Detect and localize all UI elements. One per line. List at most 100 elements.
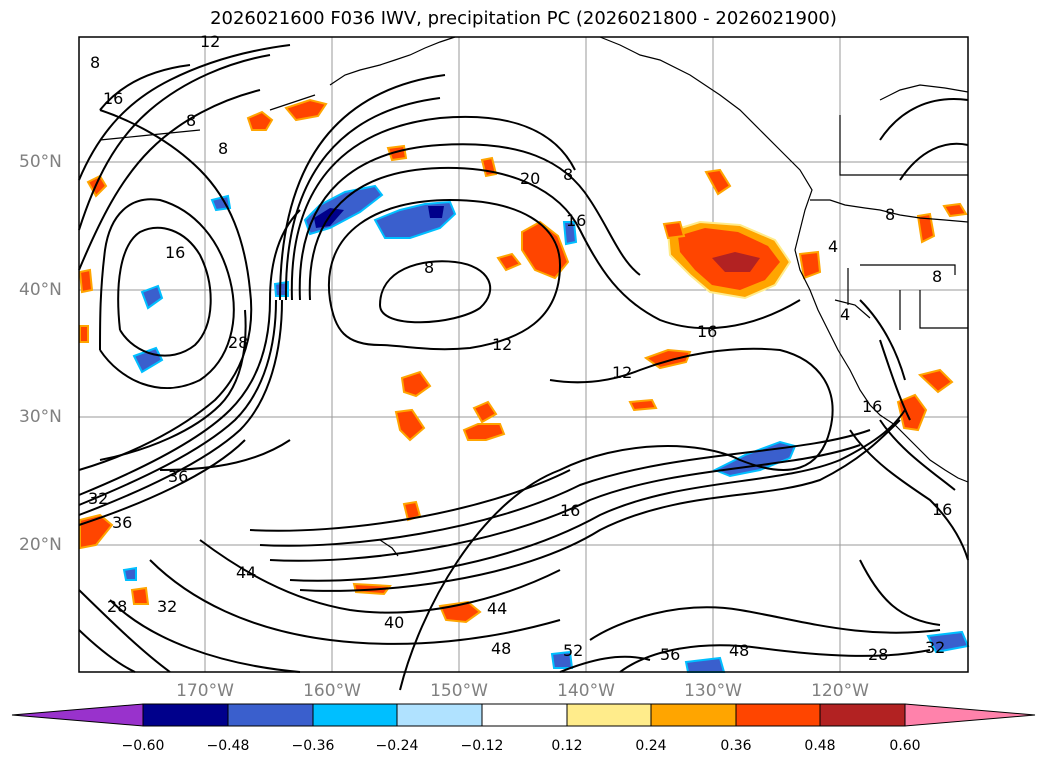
lon-label: 170°W (176, 681, 234, 701)
map-title: 2026021600 F036 IWV, precipitation PC (2… (210, 8, 837, 29)
contour-labels: 12 8 16 8 8 20 8 16 8 16 12 16 12 28 36 … (88, 32, 952, 664)
colorbar-tick-label: 0.60 (889, 738, 921, 754)
contour-label: 16 (862, 397, 882, 416)
colorbar-tick-label: 0.36 (720, 738, 752, 754)
precip-positive-area (896, 393, 928, 432)
lat-label: 50°N (19, 152, 62, 172)
contour-label: 40 (384, 613, 404, 632)
precip-positive-area (386, 144, 408, 162)
contour-label: 4 (840, 305, 850, 324)
contour-label: 48 (491, 639, 511, 658)
colorbar-extend-low (11, 703, 144, 727)
precip-positive-area (798, 250, 822, 280)
precip-positive-area (942, 202, 968, 218)
lon-label: 150°W (430, 681, 488, 701)
contour-label: 44 (487, 599, 507, 618)
precip-positive-area (400, 370, 432, 398)
lat-label: 40°N (19, 280, 62, 300)
precip-negative-area (132, 346, 164, 374)
coastlines (99, 36, 969, 557)
contour-label: 8 (563, 165, 573, 184)
precip-positive-area (472, 400, 498, 424)
lon-label: 140°W (557, 681, 615, 701)
precip-negative-area (562, 221, 578, 246)
colorbar-tick-label: −0.60 (121, 738, 165, 754)
iwv-contours (78, 44, 969, 691)
contour-label: 8 (186, 111, 196, 130)
precip-positive-area (130, 586, 150, 605)
colorbar-tick-label: −0.48 (206, 738, 250, 754)
contour-label: 16 (165, 243, 185, 262)
contour-label: 16 (932, 500, 952, 519)
lon-label: 130°W (684, 681, 742, 701)
colorbar-swatch (650, 703, 737, 727)
contour-label: 52 (563, 641, 583, 660)
precip-positive-area (394, 408, 426, 442)
precip-positive-area (78, 268, 94, 294)
precip-positive-core (712, 252, 760, 272)
lat-label: 20°N (19, 535, 62, 555)
contour-label: 16 (697, 322, 717, 341)
colorbar-tick-label: 0.48 (804, 738, 836, 754)
colorbar-swatch (312, 703, 398, 727)
precip-negative-core (428, 206, 444, 218)
contour-label: 32 (88, 489, 108, 508)
colorbar-swatch (227, 703, 314, 727)
lon-label: 160°W (303, 681, 361, 701)
contour-label: 16 (560, 501, 580, 520)
precip-positive-area (462, 423, 506, 441)
colorbar-tick-label: −0.12 (460, 738, 504, 754)
precip-positive-area (284, 98, 328, 122)
contour-label: 8 (932, 267, 942, 286)
precip-positive-area (86, 174, 108, 198)
contour-label: 16 (103, 89, 123, 108)
colorbar-swatch (481, 703, 568, 727)
contour-label: 12 (200, 32, 220, 51)
colorbar-tick-label: −0.36 (291, 738, 335, 754)
precip-positive-area (916, 212, 936, 244)
contour-label: 48 (729, 641, 749, 660)
precip-shading (78, 98, 970, 673)
contour-label: 8 (90, 53, 100, 72)
precip-positive-area (704, 168, 732, 196)
precip-negative-area (140, 284, 164, 310)
contour-label: 32 (925, 638, 945, 657)
colorbar-swatch (566, 703, 652, 727)
contour-label: 28 (868, 645, 888, 664)
colorbar-swatch (735, 703, 821, 727)
contour-label: 12 (612, 363, 632, 382)
lat-label: 30°N (19, 407, 62, 427)
contour-label: 20 (520, 169, 540, 188)
precip-negative-area (684, 656, 726, 673)
map-frame (78, 36, 969, 673)
contour-label: 8 (424, 258, 434, 277)
contour-label: 8 (885, 205, 895, 224)
contour-label: 36 (112, 513, 132, 532)
colorbar-swatch (396, 703, 483, 727)
precip-positive-area (79, 325, 89, 343)
precip-positive-area (662, 220, 686, 240)
contour-label: 32 (157, 597, 177, 616)
precip-positive-area (246, 110, 274, 131)
contour-label: 44 (236, 563, 256, 582)
precip-positive-area (917, 368, 954, 394)
precip-positive-area (79, 513, 114, 550)
contour-label: 56 (660, 645, 680, 664)
colorbar (11, 703, 1036, 727)
precip-negative-area (273, 280, 289, 297)
contour-label: 16 (566, 211, 586, 230)
precip-positive-area (496, 252, 522, 272)
colorbar-tick-label: 0.24 (635, 738, 667, 754)
colorbar-swatch (142, 703, 229, 727)
precip-positive-area (628, 398, 658, 412)
colorbar-extend-high (904, 703, 1036, 727)
contour-label: 4 (828, 237, 838, 256)
colorbar-swatch (819, 703, 906, 727)
contour-label: 12 (492, 335, 512, 354)
precip-positive-area (480, 156, 498, 178)
contour-label: 8 (218, 139, 228, 158)
contour-label: 36 (168, 467, 188, 486)
graticule (79, 37, 968, 672)
colorbar-tick-label: 0.12 (551, 738, 583, 754)
colorbar-tick-label: −0.24 (375, 738, 419, 754)
